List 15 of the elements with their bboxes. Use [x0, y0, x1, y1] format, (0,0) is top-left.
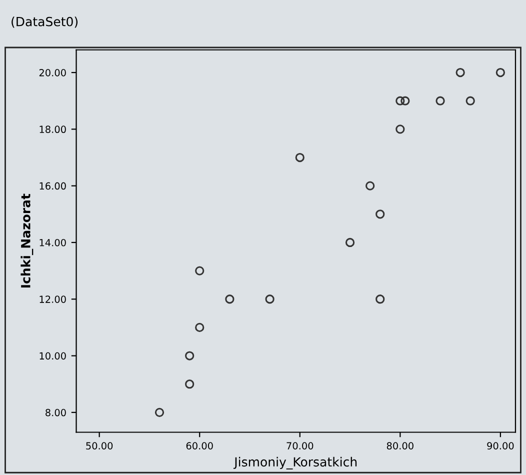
x-tick-label: 70.00 [286, 442, 314, 450]
x-tick-label: 80.00 [386, 442, 414, 450]
y-tick-label: 8.00 [46, 408, 66, 416]
y-tick-label: 18.00 [40, 126, 66, 134]
x-tick-label: 60.00 [186, 442, 213, 450]
chart-title: (DataSet0) [12, 16, 78, 28]
y-tick-label: 20.00 [39, 69, 66, 76]
x-axis-title: Jismoniy_Korsatkich [233, 456, 357, 470]
y-tick-label: 16.00 [40, 182, 66, 190]
y-axis-title: Ichki_Nazorat [20, 194, 34, 288]
y-tick-label: 14.00 [40, 238, 66, 246]
y-tick-label: 10.00 [40, 352, 66, 360]
y-tick-label: 12.00 [40, 296, 66, 303]
x-tick-label: 90.00 [487, 442, 514, 450]
x-tick-label: 50.00 [86, 442, 113, 450]
